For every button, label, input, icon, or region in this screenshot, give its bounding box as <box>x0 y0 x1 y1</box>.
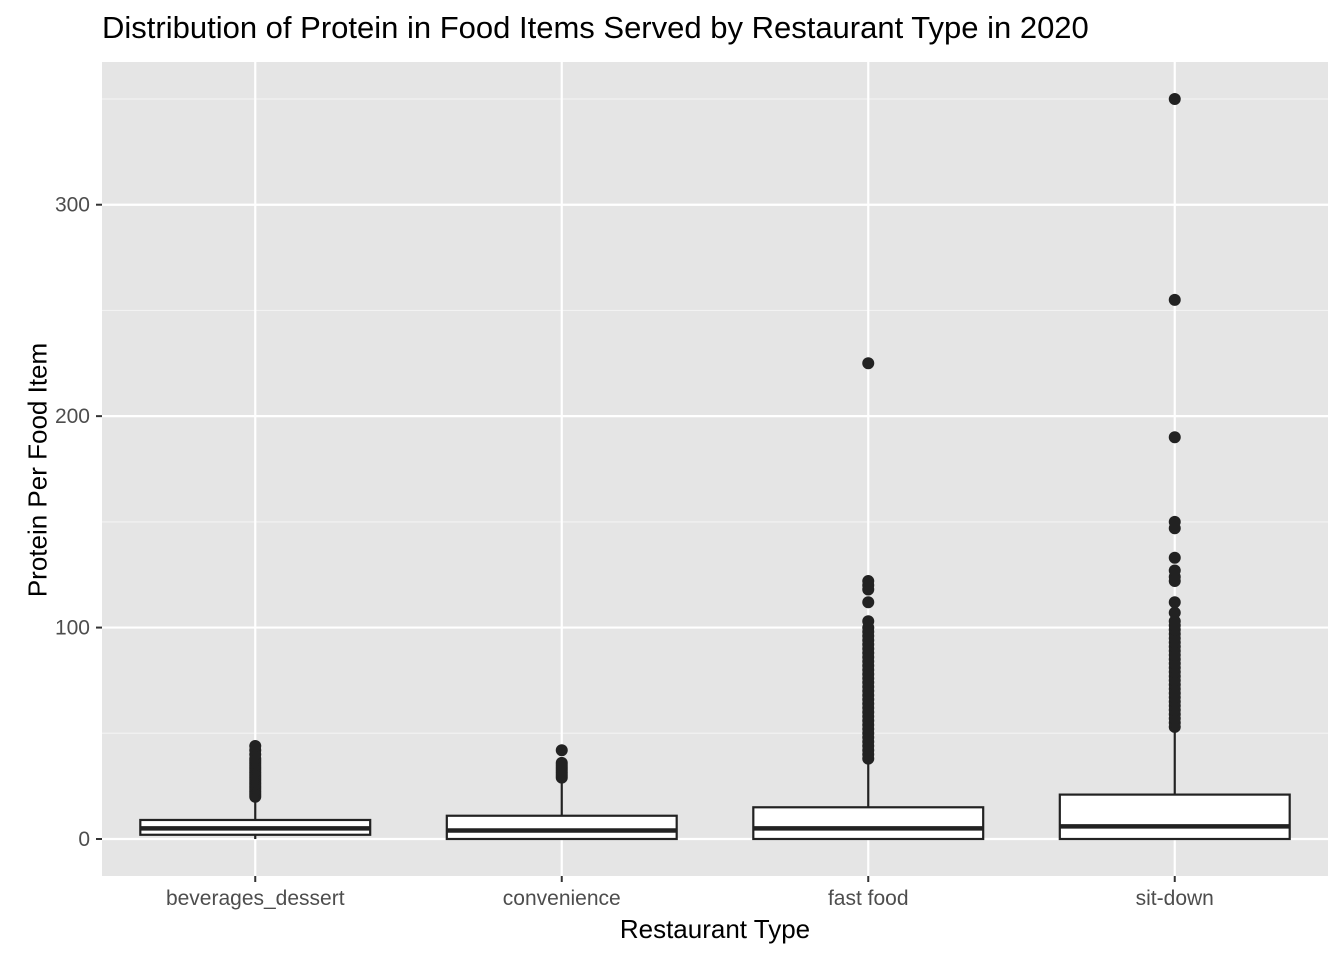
outlier-point[interactable] <box>555 756 568 769</box>
x-axis-label: Restaurant Type <box>619 914 811 944</box>
y-tick-label: 100 <box>55 617 90 640</box>
x-tick-label: sit-down <box>1136 887 1214 910</box>
plot-panel <box>102 62 1328 876</box>
chart-title: Distribution of Protein in Food Items Se… <box>102 10 1089 45</box>
outlier-point[interactable] <box>862 596 875 609</box>
outlier-point[interactable] <box>1168 615 1181 628</box>
y-tick-label: 200 <box>55 405 90 428</box>
x-tick-label: fast food <box>828 887 909 910</box>
outlier-point[interactable] <box>862 575 875 588</box>
outlier-point[interactable] <box>1168 596 1181 609</box>
outlier-point[interactable] <box>1168 606 1181 619</box>
y-axis-label: Protein Per Food Item <box>22 342 53 598</box>
y-tick-label: 0 <box>78 828 90 851</box>
box-iqr[interactable] <box>1058 793 1291 841</box>
outlier-point[interactable] <box>1168 93 1181 105</box>
y-tick-label: 300 <box>55 194 90 217</box>
outlier-point[interactable] <box>1168 293 1181 306</box>
outlier-point[interactable] <box>862 357 875 370</box>
outlier-point[interactable] <box>249 739 262 752</box>
box-iqr[interactable] <box>445 814 678 841</box>
outlier-point[interactable] <box>1168 564 1181 577</box>
box-iqr[interactable] <box>752 806 985 841</box>
outlier-point[interactable] <box>1168 431 1181 444</box>
outlier-point[interactable] <box>862 615 875 628</box>
outlier-point[interactable] <box>555 744 568 757</box>
outlier-point[interactable] <box>1168 515 1181 528</box>
x-tick-label: beverages_dessert <box>166 887 345 910</box>
x-tick-label: convenience <box>503 887 621 910</box>
outlier-point[interactable] <box>1168 551 1181 564</box>
